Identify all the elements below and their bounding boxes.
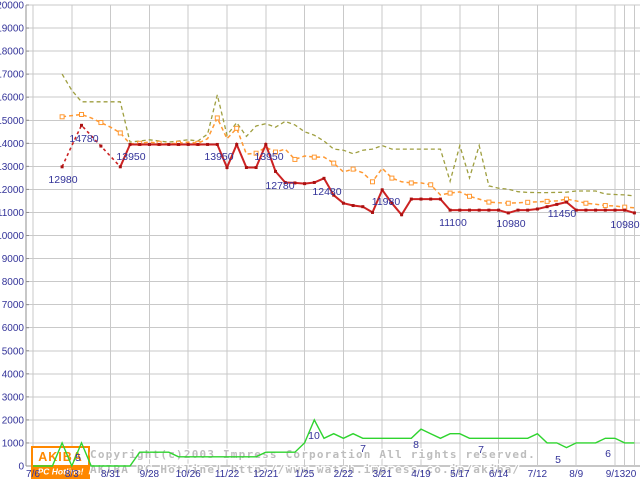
copyright-watermark: Copyright(c)2003 Impress Corporation All… [89,447,536,477]
average-price-line [62,113,635,209]
x-tick-label: 8/3 [65,469,79,480]
price-label: 12780 [265,180,294,192]
count-label: 7 [360,443,366,455]
watermark-line-1: Copyright(c)2003 Impress Corporation All… [90,448,536,461]
count-label: 5 [555,454,561,466]
data-series [33,73,636,468]
y-axis-tick-labels: 0 1000 2000 3000 4000 5000 6000 7000 8000 9000 100… [0,1,29,473]
price-label: 13950 [254,151,283,163]
y-tick-label: 19000 [0,24,24,35]
count-label: 10 [308,430,320,442]
price-label: 12480 [312,186,341,198]
y-tick-label: 2000 [2,415,25,426]
count-label: 7 [478,444,484,456]
count-label: 8 [413,439,419,451]
x-tick-label: 12/21 [253,469,278,480]
x-tick-label: 9/1320 [606,469,637,480]
y-tick-label: 16000 [0,93,24,104]
shop-count-line [33,418,635,468]
gridlines [25,4,640,467]
y-tick-label: 5000 [2,346,25,357]
count-data-labels: 5 10 7 8 7 5 6 [75,430,611,466]
price-label: 10980 [496,218,525,230]
y-tick-label: 20000 [0,1,24,12]
y-tick-label: 8000 [2,277,25,288]
y-tick-label: 0 [18,462,24,473]
y-tick-label: 12000 [0,185,24,196]
low-price-line [119,141,635,217]
watermark-line-2: AKIBA PC Hotline! http://www.watch.impre… [90,463,520,476]
x-tick-label: 5/17 [450,469,470,480]
y-tick-label: 14000 [0,139,24,150]
y-tick-label: 9000 [2,254,25,265]
x-tick-label: 3/21 [372,469,392,480]
y-tick-label: 1000 [2,438,25,449]
y-tick-label: 7000 [2,300,25,311]
price-label: 13950 [116,151,145,163]
y-tick-label: 11000 [0,208,24,219]
logo-bottom-bar [33,465,88,477]
x-tick-label: 2/22 [334,469,354,480]
low-price-line-dashed-intro [61,123,121,168]
count-label: 5 [75,452,81,464]
x-tick-label: 7/6 [26,469,40,480]
y-tick-label: 13000 [0,162,24,173]
x-tick-label: 8/31 [101,469,121,480]
logo-top-text: AKIBA [38,450,83,464]
x-tick-label: 7/12 [528,469,548,480]
price-label: 10980 [610,219,639,231]
price-data-labels: 12980 14780 13950 13950 13950 12780 12480 11980… [48,133,639,231]
x-tick-label: 9/28 [140,469,160,480]
y-tick-label: 6000 [2,323,25,334]
price-label: 11100 [439,217,467,229]
x-tick-label: 8/9 [569,469,583,480]
logo-bottom-text: PC Hotline! [38,467,84,477]
count-label: 6 [605,448,611,460]
price-label: 13950 [204,151,233,163]
x-tick-label: 4/19 [411,469,431,480]
y-tick-label: 3000 [2,392,25,403]
price-label: 14780 [69,133,98,145]
akiba-pc-hotline-logo: AKIBA PC Hotline! [31,446,90,479]
x-axis-tick-labels: 7/6 8/3 8/31 9/28 10/26 11/22 12/21 1/25 2/22 3/2… [26,469,637,480]
price-label: 11450 [548,208,577,220]
y-tick-label: 15000 [0,116,24,127]
x-tick-label: 1/25 [295,469,315,480]
x-tick-label: 11/22 [215,469,240,480]
y-tick-label: 17000 [0,70,24,81]
low-price-markers [60,123,636,217]
y-tick-label: 4000 [2,369,25,380]
y-tick-label: 10000 [0,231,24,242]
x-tick-label: 10/26 [176,469,201,480]
price-label: 11980 [372,196,401,208]
y-tick-label: 18000 [0,47,24,58]
price-label: 12980 [48,174,77,186]
x-tick-label: 6/14 [489,469,509,480]
